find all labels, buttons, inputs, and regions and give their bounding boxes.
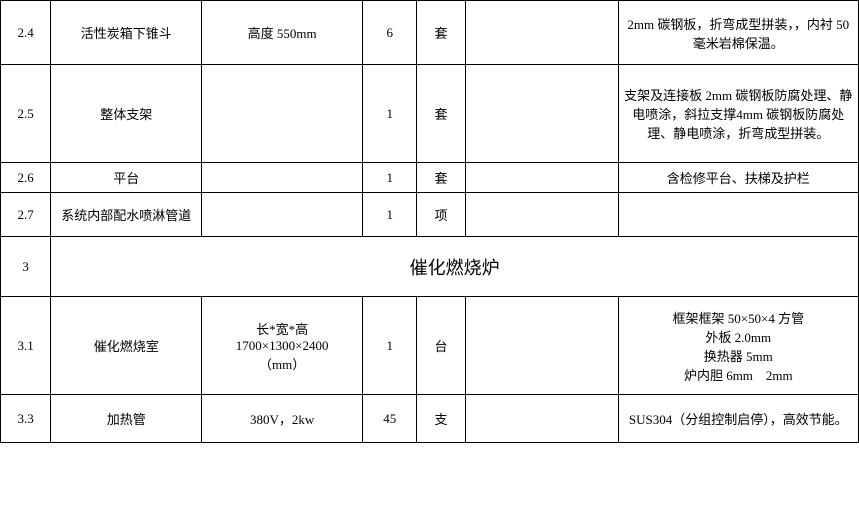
- spec-table: 2.4活性炭箱下锥斗高度 550mm6套2mm 碳钢板，折弯成型拼装，，内衬 5…: [0, 0, 859, 443]
- table-cell: 380V，2kw: [202, 395, 363, 443]
- table-cell: 2.6: [1, 163, 51, 193]
- table-cell: [465, 65, 618, 163]
- table-cell: 套: [417, 1, 465, 65]
- table-cell: 系统内部配水喷淋管道: [51, 193, 202, 237]
- table-cell: 3: [1, 237, 51, 297]
- table-cell: 1: [363, 193, 417, 237]
- table-cell: [465, 1, 618, 65]
- table-cell: [465, 297, 618, 395]
- table-cell: 平台: [51, 163, 202, 193]
- table-cell: 催化燃烧室: [51, 297, 202, 395]
- table-cell: 2.7: [1, 193, 51, 237]
- table-cell: SUS304（分组控制启停），高效节能。: [618, 395, 858, 443]
- table-cell: 加热管: [51, 395, 202, 443]
- table-row: 2.6平台 1套 含检修平台、扶梯及护栏: [1, 163, 859, 193]
- table-cell: 支架及连接板 2mm 碳钢板防腐处理、静电喷涂，斜拉支撑4mm 碳钢板防腐处理、…: [618, 65, 858, 163]
- table-cell: 1: [363, 163, 417, 193]
- table-row: 2.7系统内部配水喷淋管道 1项: [1, 193, 859, 237]
- table-cell: 整体支架: [51, 65, 202, 163]
- table-cell: [618, 193, 858, 237]
- table-cell: [202, 193, 363, 237]
- table-cell: 2mm 碳钢板，折弯成型拼装，，内衬 50 毫米岩棉保温。: [618, 1, 858, 65]
- table-cell: [465, 193, 618, 237]
- table-cell: 框架框架 50×50×4 方管外板 2.0mm换热器 5mm炉内胆 6mm 2m…: [618, 297, 858, 395]
- table-cell: 2.5: [1, 65, 51, 163]
- table-cell: 6: [363, 1, 417, 65]
- table-cell: 催化燃烧炉: [51, 237, 859, 297]
- table-cell: [202, 163, 363, 193]
- table-row: 2.4活性炭箱下锥斗高度 550mm6套 2mm 碳钢板，折弯成型拼装，，内衬 5…: [1, 1, 859, 65]
- table-row: 3.3加热管380V，2kw45支 SUS304（分组控制启停），高效节能。: [1, 395, 859, 443]
- table-cell: 支: [417, 395, 465, 443]
- table-row: 2.5整体支架 1套 支架及连接板 2mm 碳钢板防腐处理、静电喷涂，斜拉支撑4mm…: [1, 65, 859, 163]
- table-cell: [465, 395, 618, 443]
- table-cell: 活性炭箱下锥斗: [51, 1, 202, 65]
- table-cell: 套: [417, 65, 465, 163]
- table-cell: 3.3: [1, 395, 51, 443]
- table-cell: 45: [363, 395, 417, 443]
- table-row: 3催化燃烧炉: [1, 237, 859, 297]
- table-cell: 台: [417, 297, 465, 395]
- table-cell: 1: [363, 65, 417, 163]
- table-row: 3.1催化燃烧室长*宽*高1700×1300×2400（mm）1台 框架框架 50…: [1, 297, 859, 395]
- table-cell: 高度 550mm: [202, 1, 363, 65]
- table-cell: 3.1: [1, 297, 51, 395]
- table-cell: [465, 163, 618, 193]
- table-cell: 含检修平台、扶梯及护栏: [618, 163, 858, 193]
- table-cell: 长*宽*高1700×1300×2400（mm）: [202, 297, 363, 395]
- table-cell: [202, 65, 363, 163]
- table-cell: 2.4: [1, 1, 51, 65]
- table-cell: 1: [363, 297, 417, 395]
- table-cell: 套: [417, 163, 465, 193]
- table-cell: 项: [417, 193, 465, 237]
